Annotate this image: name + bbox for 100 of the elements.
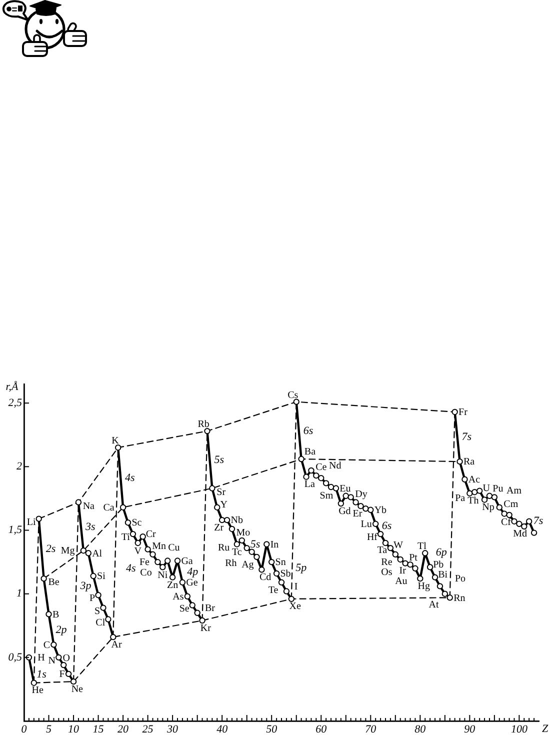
annotation: Mo	[236, 528, 250, 539]
annotation: V	[134, 546, 142, 557]
annotation: B	[52, 609, 60, 620]
annotation: Kr	[200, 622, 212, 634]
annotation: Fr	[458, 407, 468, 418]
annotation: W	[393, 540, 404, 552]
annotation: Pu	[492, 483, 504, 494]
annotation: Ni	[158, 570, 168, 581]
x-tick-label: 15	[92, 723, 104, 735]
annotation: N	[48, 655, 56, 666]
annotation: 7s	[533, 515, 544, 528]
annotation: C	[43, 640, 50, 651]
annotation: Zn	[167, 580, 178, 592]
annotation: 5p	[296, 562, 308, 574]
annotation: Nd	[329, 460, 342, 472]
annotation: Sc	[132, 518, 142, 529]
annotation: Be	[48, 577, 60, 588]
annotation: O	[62, 653, 70, 664]
annotation: Ag	[242, 560, 254, 571]
annotation: Tl	[418, 541, 427, 552]
annotation: Cs	[288, 390, 298, 401]
annotation: Hg	[418, 580, 430, 592]
x-tick-label: 40	[216, 723, 228, 735]
annotation: Gd	[338, 506, 351, 517]
annotation: Se	[179, 603, 190, 614]
x-tick-label: 90	[464, 723, 476, 735]
annotation: Pa	[455, 492, 466, 504]
annotation: Bi	[438, 569, 448, 580]
annotation: Au	[395, 576, 408, 588]
annotation: Sn	[275, 557, 286, 568]
annotation: Cu	[168, 542, 180, 554]
annotation: Sr	[216, 486, 226, 498]
annotation: He	[32, 685, 44, 696]
annotation: P	[90, 593, 96, 604]
annotation: Sb	[280, 568, 291, 580]
x-tick-label: 100	[510, 723, 528, 735]
annotation: Hf	[366, 532, 378, 544]
annotation: Pt	[409, 552, 418, 564]
annotation: Yb	[374, 505, 387, 516]
y-tick-label: 2	[16, 460, 22, 473]
annotation: Ra	[463, 456, 476, 468]
annotation: Xe	[289, 601, 302, 612]
annotation: Cl	[96, 617, 106, 628]
x-tick-label: 60	[316, 723, 328, 735]
annotation: In	[270, 539, 279, 550]
annotation: Co	[140, 568, 152, 579]
annotation: As	[172, 592, 184, 602]
annotation: Eu	[340, 483, 351, 494]
annotation: Sm	[320, 490, 334, 502]
x-tick-label: 70	[365, 723, 377, 735]
x-tick-label: 10	[68, 723, 80, 735]
x-tick-label: 20	[118, 723, 130, 735]
annotation: Mn	[152, 540, 166, 552]
annotation: Np	[482, 502, 494, 513]
annotation: Ca	[103, 502, 115, 514]
annotation: Si	[97, 571, 106, 582]
annotation: H	[38, 652, 45, 664]
annotation: 6p	[436, 546, 448, 558]
annotation: F	[59, 669, 66, 680]
annotation: Rb	[198, 419, 210, 430]
annotation: Fe	[139, 557, 150, 568]
annotation: Os	[381, 567, 392, 578]
x-tick-label: 50	[266, 723, 278, 735]
annotation: Cm	[504, 498, 518, 510]
x-axis-title: Z	[542, 722, 549, 735]
annotation: Md	[513, 528, 528, 540]
annotation: Ir	[399, 566, 407, 577]
annotation: S	[94, 606, 100, 617]
annotation: Ru	[218, 542, 230, 554]
annotation: Tc	[232, 547, 242, 558]
annotation: La	[304, 479, 316, 490]
annotation: Ti	[121, 532, 130, 544]
annotation: Y	[220, 500, 228, 511]
y-tick-label: 2,5	[8, 396, 22, 409]
annotation: 4p	[187, 566, 199, 578]
annotation: 3p	[79, 580, 92, 592]
annotation: 4s	[126, 562, 136, 575]
annotation: 2s	[46, 543, 56, 556]
annotation: Na	[82, 500, 96, 512]
annotation: 6s	[382, 520, 392, 532]
annotation: Lu	[360, 519, 372, 530]
x-tick-label: 0	[21, 723, 28, 735]
x-tick-label: 25	[142, 723, 154, 735]
annotation: 5s	[250, 538, 260, 551]
annotation: Ga	[181, 556, 194, 567]
x-tick-label: 5	[46, 723, 52, 735]
annotation: Er	[352, 508, 363, 520]
annotation: Ne	[71, 684, 84, 695]
annotation: Ge	[186, 578, 198, 589]
annotation: 3s	[84, 520, 96, 533]
annotation: Zr	[214, 522, 224, 534]
annotation: Ce	[316, 462, 328, 474]
annotation: U	[482, 483, 491, 494]
annotation: Li	[26, 516, 36, 528]
annotation: 4s	[125, 472, 135, 484]
x-tick-label: 30	[166, 723, 179, 735]
annotation: Te	[268, 585, 279, 596]
annotation: Th	[468, 496, 479, 507]
annotation: Nb	[230, 515, 243, 526]
annotation: Ac	[468, 474, 481, 486]
